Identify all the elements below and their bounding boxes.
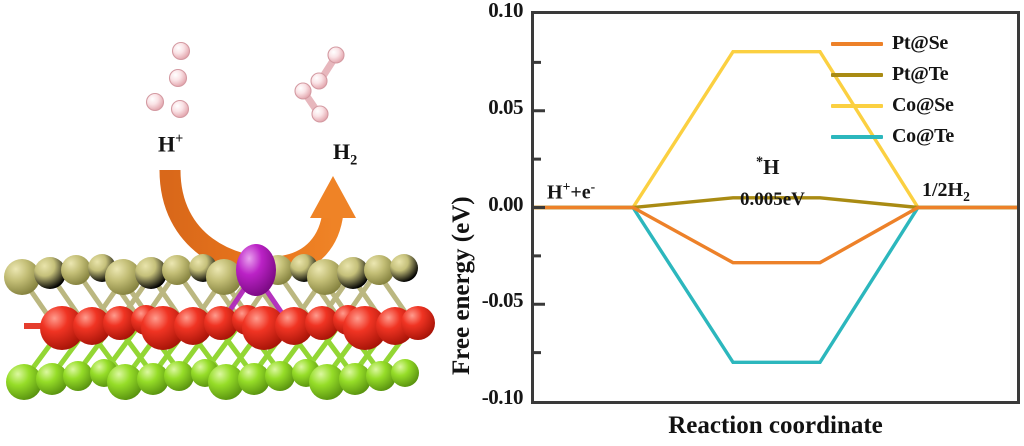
intermediate-energy-label: 0.005eV <box>740 189 805 210</box>
legend-swatch-0 <box>831 41 883 46</box>
state-label-intermediate: *H <box>756 154 780 179</box>
reactant-label: H+ <box>158 131 184 157</box>
series-line-pt-at-se <box>534 205 1017 265</box>
legend-label-3: Co@Te <box>892 125 954 147</box>
schematic-svg <box>4 41 435 400</box>
crystal-slab <box>4 244 435 400</box>
metal-layer <box>40 305 435 350</box>
legend-label-2: Co@Se <box>892 94 954 116</box>
reaction-schematic-panel: H+ H2 <box>0 0 440 446</box>
bottom-chalcogen-layer <box>6 359 419 400</box>
legend-label-0: Pt@Se <box>892 32 948 54</box>
legend-item[interactable]: Co@Te <box>831 121 1009 152</box>
y-tick-label: 0.00 <box>488 191 523 216</box>
x-axis-title: Reaction coordinate <box>668 412 883 439</box>
legend-item[interactable]: Pt@Te <box>831 59 1009 90</box>
state-label-final: 1/2H2 <box>922 179 970 204</box>
legend-item[interactable]: Co@Se <box>831 90 1009 121</box>
state-label-initial: H++e- <box>547 179 596 204</box>
top-chalcogen-layer <box>4 254 418 295</box>
hydrogen-molecule-cluster <box>294 46 345 123</box>
y-tick-label: 0.05 <box>488 94 523 119</box>
legend-label-1: Pt@Te <box>892 63 949 85</box>
y-tick-label: -0.10 <box>481 385 524 409</box>
free-energy-chart-panel: Free energy (eV) 0.10 0.05 0.00 -0.05 -0.10 … <box>440 0 1024 446</box>
y-tick-label: -0.05 <box>481 288 524 313</box>
dopant-atom <box>236 244 276 296</box>
legend-swatch-2 <box>831 103 883 108</box>
legend-item[interactable]: Pt@Se <box>831 28 1009 59</box>
series-line-co-at-te <box>534 205 1017 364</box>
plot-area: H++e- *H 0.005eV 1/2H2 Pt@Se Pt@Te Co@Se <box>531 11 1020 404</box>
chart-legend: Pt@Se Pt@Te Co@Se Co@Te <box>831 28 1009 152</box>
y-tick-marks <box>534 60 545 355</box>
legend-swatch-1 <box>831 72 883 77</box>
y-axis-title: Free energy (eV) <box>448 196 475 375</box>
y-tick-label: 0.10 <box>488 0 523 22</box>
product-label: H2 <box>333 139 358 169</box>
legend-swatch-3 <box>831 134 883 139</box>
series-svg <box>534 50 1017 364</box>
proton-cluster <box>145 41 191 119</box>
